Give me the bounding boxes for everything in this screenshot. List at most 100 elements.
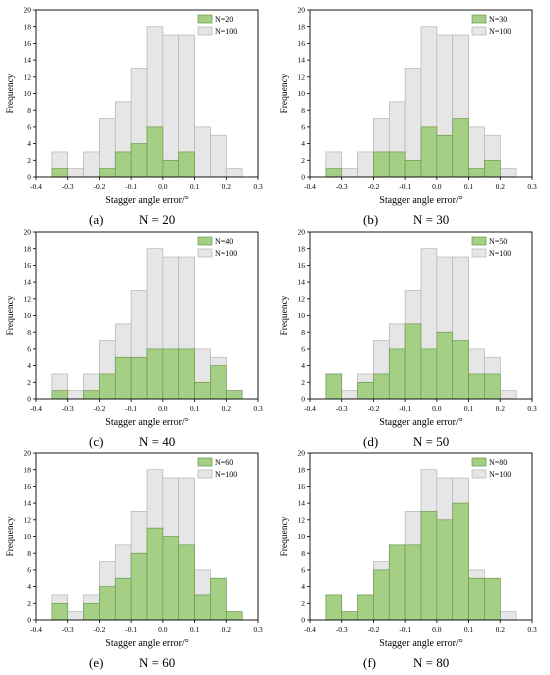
y-axis-label: Frequency	[280, 516, 290, 556]
y-tick-label: 8	[27, 549, 31, 558]
y-tick-label: 2	[301, 156, 305, 165]
panel-tag: (d)	[363, 434, 378, 449]
y-tick-label: 14	[298, 278, 306, 287]
y-tick-label: 14	[298, 56, 306, 65]
x-tick-label: 0.0	[432, 182, 442, 191]
x-tick-label: -0.4	[30, 625, 42, 634]
sample-series-bar	[146, 126, 164, 178]
y-tick-label: 2	[301, 599, 305, 608]
legend-label-sample: N=20	[215, 15, 233, 24]
sample-series-bar	[452, 502, 469, 621]
legend-swatch-sample	[471, 236, 487, 246]
panel-caption: N = 20	[139, 212, 175, 227]
panel-tag: (f)	[363, 655, 376, 670]
panel-caption: N = 60	[139, 655, 175, 670]
sample-series-bar	[468, 373, 485, 400]
sample-series-bar	[388, 151, 406, 178]
y-tick-label: 20	[298, 449, 306, 458]
y-tick-label: 8	[27, 106, 31, 115]
y-tick-label: 18	[24, 465, 32, 474]
y-tick-label: 4	[301, 139, 305, 148]
sample-series-bar	[225, 611, 243, 621]
x-tick-label: 0.0	[432, 625, 442, 634]
sample-series-bar	[178, 544, 195, 621]
x-tick-label: -0.3	[62, 404, 74, 413]
legend-label-sample: N=30	[489, 15, 507, 24]
y-tick-label: 2	[27, 378, 31, 387]
sample-series-bar	[325, 168, 343, 178]
y-tick-label: 6	[27, 123, 31, 132]
y-tick-label: 6	[301, 345, 305, 354]
legend: N=40 N=100	[197, 236, 237, 258]
x-tick-label: 0.3	[253, 182, 263, 191]
y-tick-label: 10	[24, 311, 32, 320]
x-tick-label: -0.1	[125, 404, 137, 413]
legend-swatch-reference	[471, 469, 487, 479]
y-axis-label: Frequency	[6, 295, 16, 335]
legend-swatch-sample	[471, 457, 487, 467]
reference-series-bar	[99, 118, 116, 178]
sample-series-bar	[194, 594, 211, 621]
x-tick-label: 0.3	[527, 404, 537, 413]
x-tick-label: -0.2	[367, 182, 379, 191]
x-tick-label: 0.3	[527, 625, 537, 634]
reference-series-bar	[162, 34, 180, 178]
sample-series-bar	[468, 577, 485, 621]
sample-series-bar	[420, 348, 438, 400]
sample-series-bar	[114, 577, 132, 621]
sample-series-bar	[436, 134, 454, 178]
histogram-panel-4: -0.4 -0.3 -0.2 -0.1 0.0 0.1 0.2 0.3 0 2 4 6 8 10 12 14 1…	[280, 228, 537, 449]
reference-series-bar	[499, 168, 517, 178]
y-tick-label: 14	[298, 499, 306, 508]
y-tick-label: 16	[24, 39, 32, 48]
y-tick-label: 0	[27, 395, 31, 404]
y-tick-label: 20	[24, 449, 32, 458]
sample-series-bar	[51, 168, 69, 178]
sample-series-bar	[51, 390, 69, 400]
y-tick-label: 20	[24, 228, 32, 237]
x-tick-label: 0.2	[496, 404, 506, 413]
legend-label-reference: N=100	[215, 470, 237, 479]
sample-series-bar	[146, 348, 164, 400]
x-tick-label: 0.1	[464, 404, 474, 413]
y-tick-label: 8	[301, 328, 305, 337]
histogram-panel-1: -0.4 -0.3 -0.2 -0.1 0.0 0.1 0.2 0.3 0 2 4 6 8 10 12 14 1…	[6, 6, 263, 227]
x-tick-label: 0.2	[222, 625, 232, 634]
sample-series-bar	[420, 511, 438, 621]
y-tick-label: 18	[298, 244, 306, 253]
sample-series-bar	[341, 611, 358, 621]
y-tick-label: 0	[27, 616, 31, 625]
sample-series-bar	[484, 373, 501, 400]
legend: N=60 N=100	[197, 457, 237, 479]
legend-label-reference: N=100	[215, 249, 237, 258]
panel-caption: N = 50	[413, 434, 449, 449]
y-tick-label: 20	[298, 228, 306, 237]
x-tick-label: -0.2	[367, 625, 379, 634]
legend: N=50 N=100	[471, 236, 511, 258]
x-tick-label: -0.4	[304, 182, 316, 191]
y-tick-label: 6	[301, 123, 305, 132]
sample-series-bar	[468, 168, 485, 178]
y-tick-label: 6	[27, 566, 31, 575]
reference-series-bar	[67, 168, 84, 178]
sample-series-bar	[99, 586, 116, 621]
sample-series-bar	[484, 159, 501, 178]
y-axis-label: Frequency	[6, 516, 16, 556]
sample-series-bars	[51, 126, 195, 178]
y-tick-label: 6	[27, 345, 31, 354]
legend-label-reference: N=100	[489, 249, 511, 258]
reference-series-bar	[357, 151, 374, 178]
x-tick-label: 0.1	[190, 625, 200, 634]
histogram-panel-6: -0.4 -0.3 -0.2 -0.1 0.0 0.1 0.2 0.3 0 2 4 6 8 10 12 14 1…	[280, 449, 537, 670]
sample-series-bar	[162, 348, 180, 400]
x-tick-label: 0.1	[464, 625, 474, 634]
sample-series-bar	[162, 159, 180, 178]
reference-series-bar	[341, 390, 358, 400]
x-tick-label: -0.3	[336, 404, 348, 413]
y-tick-label: 10	[298, 89, 306, 98]
legend: N=80 N=100	[471, 457, 511, 479]
x-tick-label: 0.2	[222, 182, 232, 191]
y-tick-label: 10	[24, 89, 32, 98]
legend-swatch-reference	[197, 248, 213, 258]
